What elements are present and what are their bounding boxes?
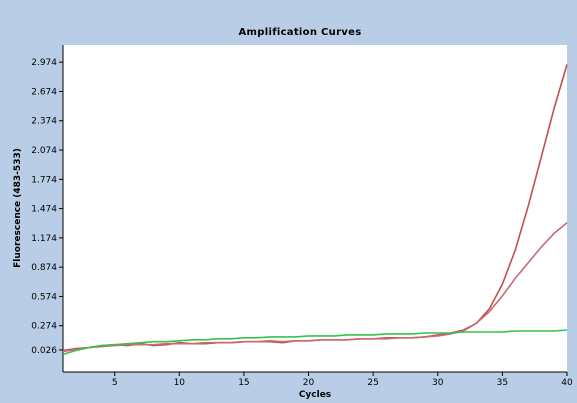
- y-axis-ticks: 0.026 0.274 0.574 0.874 1.174 1.474 1.774 2.074…: [31, 58, 63, 356]
- x-tick-label: 40: [561, 378, 573, 388]
- x-tick-label: 20: [303, 378, 315, 388]
- x-tick-label: 35: [497, 378, 508, 388]
- y-tick-label: 2.374: [31, 117, 57, 127]
- y-tick-label: 0.026: [31, 346, 57, 356]
- x-tick-label: 30: [432, 378, 444, 388]
- y-tick-label: 0.274: [31, 322, 57, 332]
- y-tick-label: 1.474: [31, 205, 57, 215]
- y-tick-label: 2.074: [31, 146, 57, 156]
- series-layer: [62, 64, 568, 356]
- y-tick-label: 1.774: [31, 175, 57, 185]
- x-axis-title: Cycles: [299, 390, 331, 400]
- y-tick-label: 2.974: [31, 58, 57, 68]
- x-tick-label: 25: [367, 378, 378, 388]
- y-tick-label: 2.674: [31, 87, 57, 97]
- y-tick-label: 0.874: [31, 263, 57, 273]
- series-line-2: [62, 222, 568, 353]
- y-tick-label: 1.174: [31, 234, 57, 244]
- chart-title: Amplification Curves: [239, 27, 362, 38]
- y-axis-title: Fluorescence (483-533): [13, 148, 23, 268]
- plot-area: [63, 45, 567, 372]
- x-tick-label: 5: [112, 378, 118, 388]
- x-axis-ticks: 5 10 15 20 25 30 35 40: [112, 372, 573, 388]
- y-tick-label: 0.574: [31, 292, 57, 302]
- x-tick-label: 10: [174, 378, 186, 388]
- series-line-3: [62, 329, 568, 356]
- x-tick-label: 15: [238, 378, 249, 388]
